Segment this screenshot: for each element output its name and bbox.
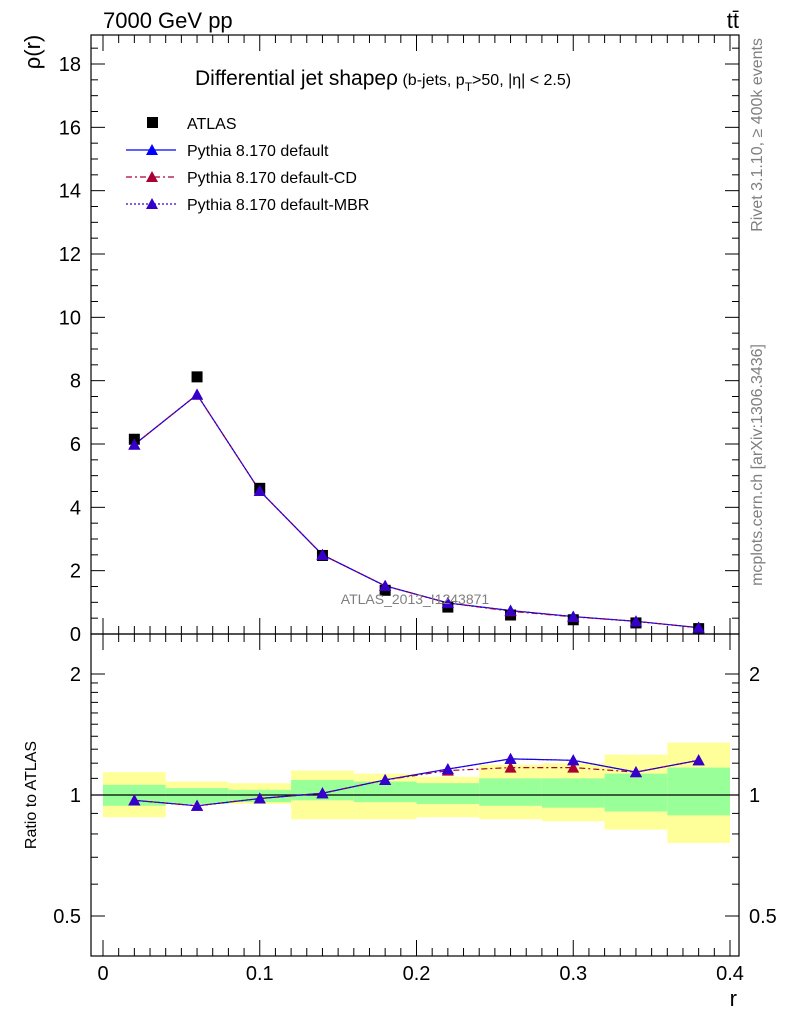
ratio-series-marker [567, 754, 580, 766]
chart-title-main: Differential jet shapeρ [195, 67, 398, 90]
ratio-series-marker [504, 752, 517, 764]
chart-title: Differential jet shapeρ (b-jets, pT>50, … [195, 67, 571, 94]
ratio-series-marker [441, 763, 454, 775]
upper-series-marker [692, 621, 705, 633]
upper-series-marker [316, 548, 329, 560]
upper-series-marker [441, 596, 454, 608]
ratio-series-marker [504, 761, 517, 773]
upper-series-marker [379, 579, 392, 591]
x-ticks: 0 0.1 0.2 0.3 0.4 [97, 35, 744, 985]
upper-y-tick-label: 0 [70, 624, 81, 646]
lower-y-tick-label-right: 2 [749, 664, 760, 686]
lower-series [128, 752, 705, 811]
legend-label-atlas: ATLAS [187, 116, 237, 133]
upper-y-tick-label: 12 [59, 244, 81, 266]
upper-y-tick-label: 18 [59, 54, 81, 76]
ratio-series-line [134, 759, 699, 807]
upper-y-tick-label: 4 [70, 497, 81, 519]
x-tick-label: 0.4 [716, 963, 744, 985]
ratio-series-marker [379, 773, 392, 785]
ratio-series-marker [128, 794, 141, 806]
lower-y-tick-label-right: 1 [749, 785, 760, 807]
analysis-watermark: ATLAS_2013_I1243871 [341, 591, 490, 607]
ratio-series-marker [191, 799, 204, 811]
upper-y-tick-label: 16 [59, 117, 81, 139]
legend-label-default: Pythia 8.170 default [187, 143, 329, 160]
rivet-label: Rivet 3.1.10, ≥ 400k events [749, 38, 766, 232]
ratio-band-inner [604, 773, 668, 812]
mcplots-label: mcplots.cern.ch [arXiv:1306.3436] [749, 344, 766, 586]
lower-y-axis-label: Ratio to ATLAS [23, 741, 40, 849]
legend-marker-default-mbr [146, 198, 158, 209]
upper-series-marker [253, 484, 266, 496]
upper-series-line [133, 393, 699, 629]
legend-marker-default-cd [146, 171, 158, 182]
upper-y-tick-label: 2 [70, 561, 81, 583]
process-label: tt̄ [727, 8, 739, 33]
ratio-series-line [134, 758, 699, 807]
upper-series-marker [191, 388, 204, 400]
x-tick-label: 0.2 [403, 963, 431, 985]
ratio-series-marker [316, 787, 329, 799]
x-tick-label: 0.1 [246, 963, 274, 985]
x-axis-label: r [730, 986, 737, 1011]
lower-y-ticks: 0.5 0.5 1 1 2 2 [53, 664, 777, 928]
ratio-band-inner [667, 767, 730, 816]
upper-y-ticks: 0 2 4 6 8 10 12 14 16 18 [59, 47, 739, 646]
x-tick-label: 0 [97, 963, 108, 985]
upper-y-tick-label: 10 [59, 307, 81, 329]
ratio-uncertainty-bands [103, 742, 730, 843]
upper-y-tick-label: 6 [70, 434, 81, 456]
ratio-series-marker [629, 766, 642, 778]
chart-title-sub: (b-jets, p [398, 72, 465, 89]
ratio-band-inner [165, 788, 229, 804]
ratio-band-inner [541, 778, 605, 808]
chart-title-sub-rest: >50, |η| < 2.5) [472, 72, 571, 89]
ratio-band-inner [479, 778, 542, 806]
legend: ATLAS Pythia 8.170 default Pythia 8.170 … [126, 116, 369, 214]
legend-label-default-mbr: Pythia 8.170 default-MBR [187, 197, 369, 214]
lower-y-tick-label: 1 [70, 785, 81, 807]
upper-series-marker [128, 438, 141, 450]
ratio-band-inner [416, 783, 480, 804]
legend-marker-atlas [147, 117, 158, 128]
legend-marker-default [146, 144, 158, 155]
ratio-series-marker [253, 792, 266, 804]
x-tick-label: 0.3 [559, 963, 587, 985]
lower-y-tick-label: 0.5 [53, 906, 81, 928]
lower-y-tick-label: 2 [70, 664, 81, 686]
ratio-series-marker [567, 761, 580, 773]
chart-title-sub-t: T [465, 80, 473, 94]
upper-series-marker [567, 610, 580, 622]
upper-y-tick-label: 8 [70, 371, 81, 393]
atlas-data-point [191, 371, 203, 383]
upper-y-tick-label: 14 [59, 181, 81, 203]
lower-y-tick-label-right: 0.5 [749, 906, 777, 928]
ratio-band-inner [353, 781, 417, 803]
upper-series [128, 371, 705, 635]
upper-series-marker [504, 604, 517, 616]
ratio-series-marker [692, 754, 705, 766]
energy-label: 7000 GeV pp [103, 8, 233, 33]
legend-label-default-cd: Pythia 8.170 default-CD [187, 170, 357, 187]
upper-y-axis-label: ρ(r) [20, 35, 45, 70]
upper-series-marker [629, 615, 642, 627]
